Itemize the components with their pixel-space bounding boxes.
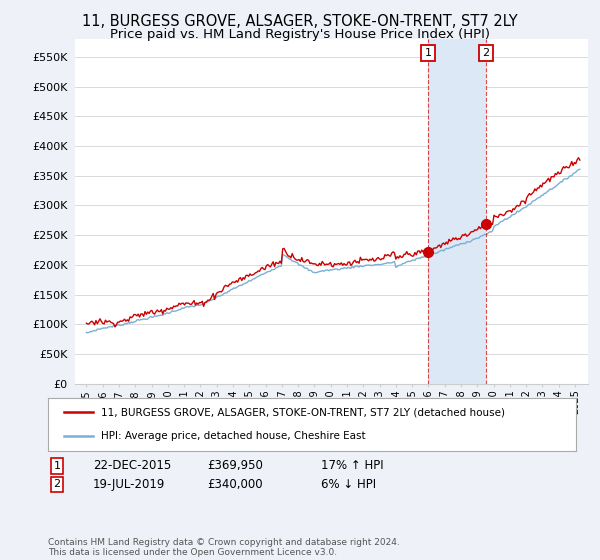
Text: 2: 2 — [482, 48, 490, 58]
Text: HPI: Average price, detached house, Cheshire East: HPI: Average price, detached house, Ches… — [101, 431, 365, 441]
Bar — [428, 39, 486, 384]
Text: £369,950: £369,950 — [207, 459, 263, 473]
Text: 11, BURGESS GROVE, ALSAGER, STOKE-ON-TRENT, ST7 2LY (detached house): 11, BURGESS GROVE, ALSAGER, STOKE-ON-TRE… — [101, 408, 505, 418]
Text: 19-JUL-2019: 19-JUL-2019 — [93, 478, 166, 491]
Text: 22-DEC-2015: 22-DEC-2015 — [93, 459, 171, 473]
Text: 1: 1 — [53, 461, 61, 471]
Text: Price paid vs. HM Land Registry's House Price Index (HPI): Price paid vs. HM Land Registry's House … — [110, 28, 490, 41]
Text: Contains HM Land Registry data © Crown copyright and database right 2024.
This d: Contains HM Land Registry data © Crown c… — [48, 538, 400, 557]
Text: 1: 1 — [424, 48, 431, 58]
Text: 2: 2 — [53, 479, 61, 489]
Text: £340,000: £340,000 — [207, 478, 263, 491]
Text: 6% ↓ HPI: 6% ↓ HPI — [321, 478, 376, 491]
Text: 11, BURGESS GROVE, ALSAGER, STOKE-ON-TRENT, ST7 2LY: 11, BURGESS GROVE, ALSAGER, STOKE-ON-TRE… — [82, 14, 518, 29]
Text: 17% ↑ HPI: 17% ↑ HPI — [321, 459, 383, 473]
